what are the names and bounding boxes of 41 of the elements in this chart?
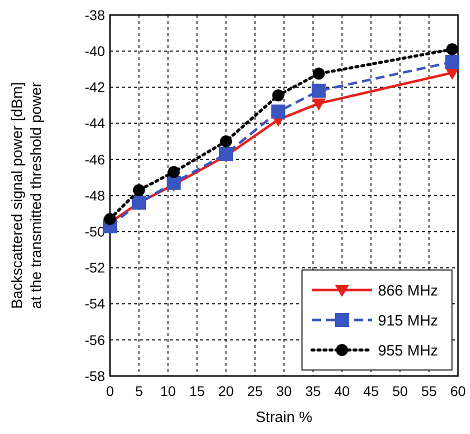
x-tick-label: 40 (334, 383, 350, 399)
x-axis-title: Strain % (256, 409, 312, 426)
point (166, 176, 181, 190)
x-tick-label: 0 (106, 383, 114, 399)
y-tick-label: -52 (84, 260, 106, 276)
y-tick-label: -40 (84, 43, 106, 59)
point (271, 104, 286, 119)
y-axis-title: Backscattered signal power [dBm] at the transmitted threshold power (9, 82, 45, 309)
x-tick-label: 50 (392, 383, 408, 399)
point (272, 89, 284, 102)
legend-label: 955 MHz (378, 342, 438, 360)
y-tick-label: -54 (84, 296, 106, 312)
x-tick-label: 10 (160, 383, 176, 399)
point (104, 212, 116, 225)
y-tick-label: -56 (84, 332, 106, 348)
y-tick-label: -42 (84, 79, 106, 96)
point (220, 135, 232, 148)
point (219, 146, 233, 161)
point (446, 43, 458, 56)
x-tick-label: 15 (189, 383, 205, 399)
legend-label: 915 MHz (378, 312, 438, 330)
x-tick-label: 35 (305, 383, 321, 399)
y-tick-label: -48 (84, 187, 106, 204)
point (312, 68, 325, 80)
point (168, 166, 180, 178)
y-tick-label: -58 (84, 368, 106, 384)
x-tick-label: 20 (218, 383, 234, 399)
point (133, 184, 145, 196)
point (445, 54, 460, 69)
x-tick-label: 25 (247, 383, 263, 399)
y-tick-label: -46 (84, 151, 106, 168)
x-tick-label: 55 (421, 383, 437, 399)
y-tick-label: -44 (84, 115, 106, 132)
legend-label: 866 MHz (378, 282, 438, 300)
point (312, 84, 326, 98)
x-tick-label: 60 (450, 383, 466, 399)
x-tick-label: 30 (276, 383, 292, 399)
x-tick-label: 5 (135, 383, 144, 399)
y-tick-label: -38 (84, 6, 106, 23)
point (312, 98, 326, 110)
x-tick-label: 45 (363, 383, 379, 399)
